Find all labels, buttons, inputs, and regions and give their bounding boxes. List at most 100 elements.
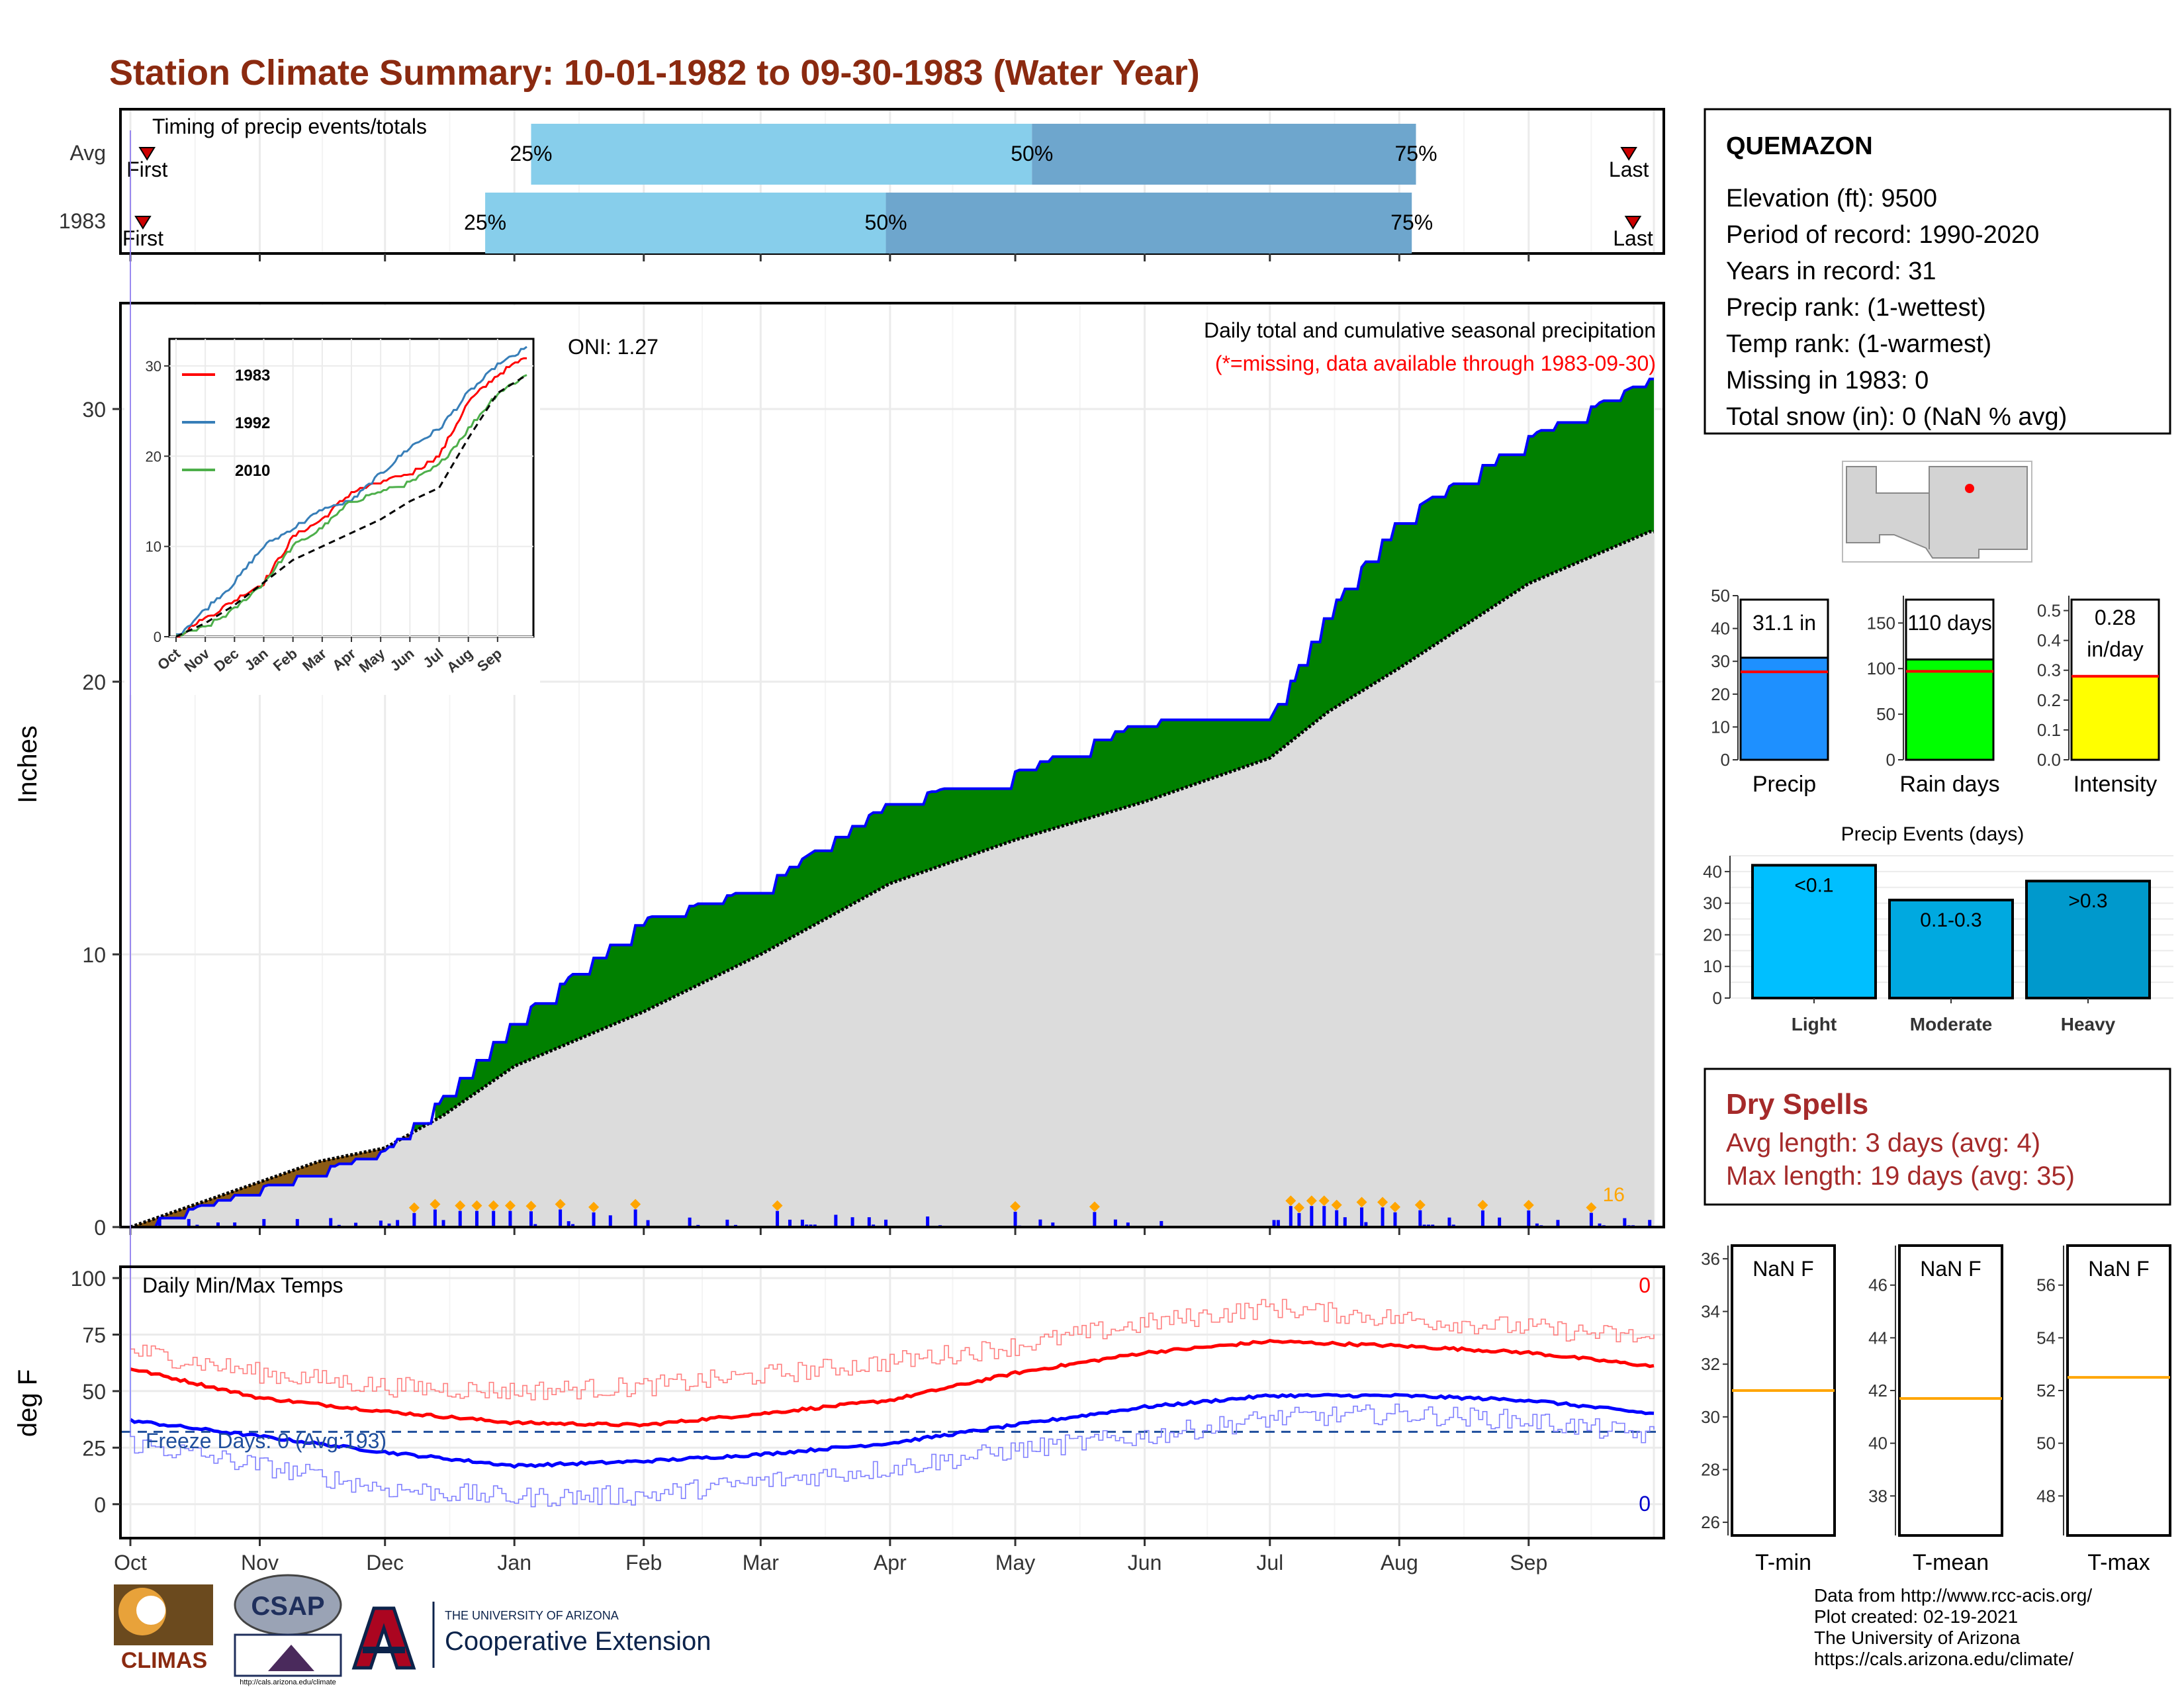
temp-y-tick: 0: [94, 1493, 106, 1517]
summary-y-tick: 0.1: [2037, 720, 2061, 740]
summary-value-bar: [1739, 657, 1829, 761]
month-label-nov: Nov: [241, 1551, 279, 1575]
daily-precip-bar: [1343, 1217, 1347, 1227]
temp-box-label: T-min: [1755, 1550, 1811, 1575]
station-line: Years in record: 31: [1726, 257, 1936, 285]
footer: CLIMAS CSAP http://cals.arizona.edu/clim…: [114, 1574, 2092, 1686]
daily-precip-bar: [608, 1215, 612, 1227]
daily-precip-bar: [387, 1223, 391, 1227]
locator-map: [1842, 461, 2032, 563]
summary-y-tick: 0.5: [2037, 601, 2061, 621]
daily-precip-bar: [1093, 1212, 1097, 1227]
precip-y-tick: 20: [82, 670, 106, 694]
extreme-precip-marker: [455, 1200, 466, 1211]
extreme-precip-marker: [588, 1201, 600, 1212]
extreme-precip-marker: [1356, 1197, 1367, 1208]
footer-line: Plot created: 02-19-2021: [1814, 1606, 2018, 1627]
timing-bar-50-75: [1032, 124, 1416, 185]
daily-max-temp-line: [130, 130, 1655, 1400]
daily-precip-bar: [834, 1214, 838, 1227]
temp-box-y-tick: 54: [2036, 1328, 2056, 1348]
summary-value-text: 110 days: [1907, 611, 1992, 635]
daily-precip-bar: [1322, 1206, 1326, 1227]
page-title: Station Climate Summary: 10-01-1982 to 0…: [109, 53, 1200, 93]
event-bar-label: <0.1: [1794, 874, 1833, 896]
daily-precip-bar: [508, 1211, 512, 1227]
daily-precip-bar: [926, 1216, 930, 1227]
temp-box-t-mean: 38 40 42 44 46 NaN F T-mean: [1868, 1244, 2003, 1575]
temp-box-label: T-mean: [1913, 1550, 1989, 1575]
summary-y-tick: 100: [1867, 659, 1895, 678]
month-label-jun: Jun: [1128, 1551, 1162, 1575]
extreme-precip-marker: [1477, 1199, 1488, 1211]
avg-min-temp-line: [129, 1393, 1655, 1469]
daily-precip-bar: [567, 1221, 570, 1227]
timing-pct-label: 75%: [1390, 210, 1433, 234]
cumulative-precip-line: [130, 377, 1654, 1228]
avg-max-temp-line: [130, 1338, 1655, 1428]
event-category: Light: [1792, 1014, 1837, 1034]
temp-box-y-tick: 34: [1701, 1302, 1720, 1322]
extreme-precip-marker: [471, 1200, 482, 1211]
temp-title: Daily Min/Max Temps: [142, 1273, 343, 1297]
daily-precip-bar: [433, 1209, 437, 1227]
month-label-apr: Apr: [874, 1551, 907, 1575]
extreme-precip-marker: [504, 1200, 516, 1211]
summary-bar-rain-days: 0 50 100 150 110 days Rain days: [1867, 596, 2000, 797]
extreme-precip-marker: [430, 1199, 441, 1210]
timing-bar-50-75: [886, 193, 1412, 253]
event-bar-label: 0.1-0.3: [1920, 909, 1981, 931]
footer-line: The University of Arizona: [1814, 1627, 2021, 1648]
daily-precip-bar: [571, 1224, 575, 1227]
daily-precip-bar: [1038, 1219, 1042, 1227]
summary-value-bar: [1905, 658, 1995, 761]
summary-y-tick: 150: [1867, 613, 1895, 633]
daily-precip-bar: [458, 1211, 462, 1227]
event-bar-heavy: [2025, 880, 2151, 999]
station-line: Period of record: 1990-2020: [1726, 221, 2039, 249]
summary-value-unit: in/day: [2087, 637, 2143, 661]
extreme-precip-marker: [1414, 1199, 1426, 1211]
station-info-box: QUEMAZON Elevation (ft): 9500 Period of r…: [1704, 108, 2171, 435]
event-category: Moderate: [1910, 1014, 1992, 1034]
daily-precip-bar: [158, 1218, 161, 1227]
extreme-precip-marker: [1089, 1201, 1100, 1212]
summary-bar-label: Precip: [1752, 772, 1816, 797]
timing-pct-label: 75%: [1394, 142, 1437, 165]
temp-box-y-tick: 26: [1701, 1512, 1720, 1532]
extreme-precip-marker: [1377, 1197, 1388, 1208]
daily-precip-bar: [1480, 1210, 1484, 1227]
daily-precip-bar: [216, 1222, 220, 1227]
summary-y-tick: 0.4: [2037, 631, 2061, 651]
summary-value-text: 31.1 in: [1752, 611, 1816, 635]
daily-precip-bar: [1381, 1207, 1385, 1227]
summary-y-tick: 40: [1711, 619, 1730, 639]
summary-y-tick: 50: [1711, 586, 1730, 606]
freeze-days: Freeze Days: 0 (Avg:193): [146, 1429, 387, 1453]
temp-box-y-tick: 50: [2036, 1434, 2056, 1453]
state-outline-shape: [1846, 466, 2028, 559]
events-y-tick: 10: [1703, 956, 1722, 976]
month-label-sep: Sep: [1510, 1551, 1547, 1575]
inset-y-tick: 20: [146, 448, 161, 465]
temp-box-y-tick: 32: [1701, 1354, 1720, 1374]
summary-value-text: 0.28: [2095, 606, 2136, 629]
temp-box-t-max: 48 50 52 54 56 NaN F T-max: [2036, 1244, 2171, 1575]
temp-box-y-tick: 52: [2036, 1381, 2056, 1400]
extreme-precip-marker: [1586, 1202, 1597, 1213]
oni-value: ONI: 1.27: [568, 335, 659, 359]
inset-y-tick: 30: [146, 358, 161, 375]
max-extreme-count: 0: [1639, 1273, 1651, 1297]
summary-y-tick: 0: [1721, 750, 1730, 770]
daily-precip-bar: [329, 1218, 333, 1227]
csap-logo: CSAP http://cals.arizona.edu/climate: [234, 1574, 342, 1686]
summary-y-tick: 0.3: [2037, 661, 2061, 680]
extreme-precip-marker: [772, 1200, 783, 1211]
extreme-precip-marker: [1285, 1195, 1297, 1207]
daily-precip-bar: [1623, 1218, 1627, 1227]
station-line: Precip rank: (1-wettest): [1726, 294, 1986, 322]
temp-box-y-tick: 38: [1868, 1486, 1888, 1506]
precip-events-chart: Precip Events (days) 0 10 20 30 40 <0.1 Light 0…: [1703, 823, 2173, 1034]
